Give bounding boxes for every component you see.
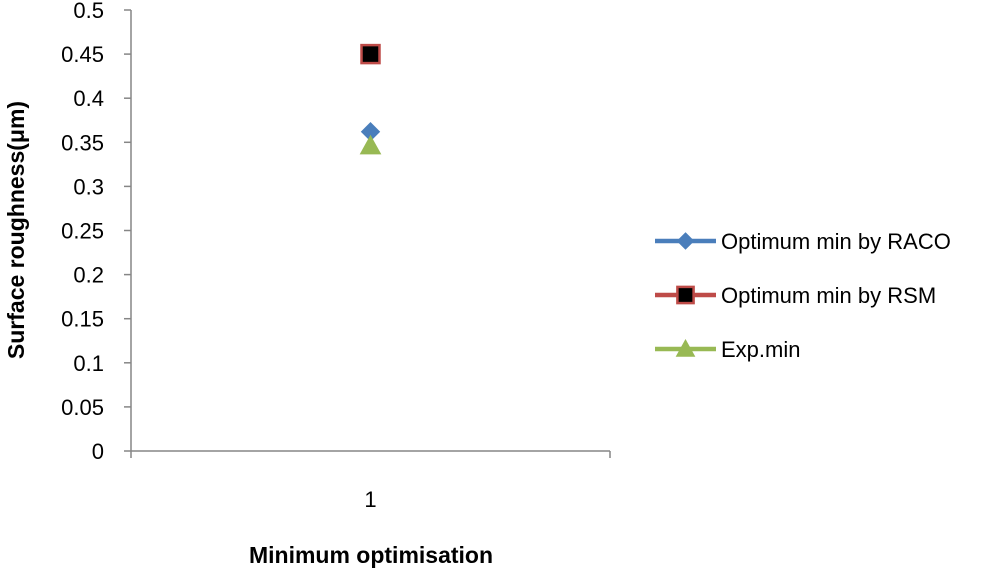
plot-area: 0 0.05 0.1 0.15 0.2 0.25 0.3 0.35 0.4 0.45 0.5 1 <box>61 0 611 512</box>
legend-label: Optimum min by RACO <box>721 229 951 254</box>
y-tick-label: 0.45 <box>61 42 104 67</box>
y-tick-label: 0.15 <box>61 307 104 332</box>
legend-label: Optimum min by RSM <box>721 283 936 308</box>
y-axis-title: Surface roughness(μm) <box>3 101 29 359</box>
x-axis-title: Minimum optimisation <box>249 542 493 568</box>
y-axis-ticks: 0 0.05 0.1 0.15 0.2 0.25 0.3 0.35 0.4 0.45 0.5 <box>61 0 131 464</box>
data-points <box>359 43 382 155</box>
y-tick-label: 0.35 <box>61 130 104 155</box>
data-point <box>359 134 382 155</box>
y-tick-label: 0.25 <box>61 219 104 244</box>
legend-marker <box>676 285 695 305</box>
y-tick-label: 0.3 <box>73 174 104 199</box>
legend: Optimum min by RACO Optimum min by RSM Exp… <box>655 229 951 362</box>
legend-marker <box>675 338 696 357</box>
y-tick-label: 0.5 <box>73 0 104 23</box>
y-tick-label: 0.4 <box>73 86 104 111</box>
y-tick-label: 0.1 <box>73 351 104 376</box>
legend-label: Exp.min <box>721 337 800 362</box>
y-tick-label: 0.2 <box>73 263 104 288</box>
y-tick-label: 0 <box>92 439 104 464</box>
x-axis-ticks: 1 <box>130 451 611 512</box>
y-tick-label: 0.05 <box>61 395 104 420</box>
data-point <box>360 43 381 65</box>
legend-marker <box>676 232 695 250</box>
x-tick-label: 1 <box>364 487 376 512</box>
